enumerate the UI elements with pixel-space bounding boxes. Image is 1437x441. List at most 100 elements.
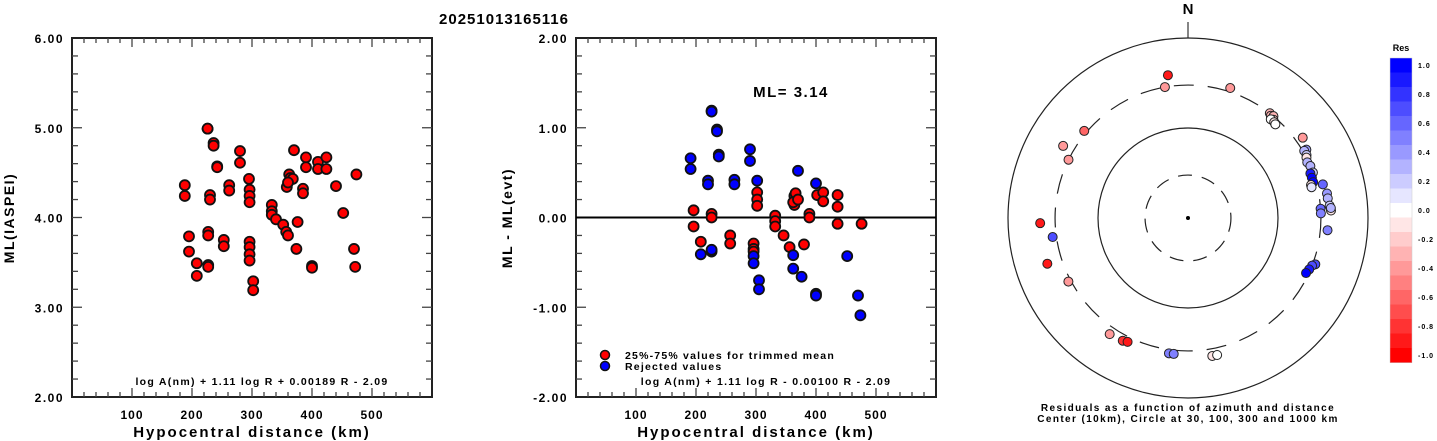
station-point: [1225, 83, 1236, 94]
station-point: [1104, 329, 1115, 340]
y-tick-label: -2.00: [533, 391, 568, 405]
station-point: [1079, 125, 1090, 136]
residual-distance-plot: 100 200 300 400 500 -2.00 -1.00 0.00 1.00 2.00 ML…: [499, 32, 937, 441]
y-tick-label: 0.00: [539, 212, 568, 226]
legend-marker-accepted: [599, 349, 611, 361]
data-point: [854, 309, 867, 322]
data-point: [795, 270, 808, 283]
plot1-points: [178, 122, 363, 297]
figure-title: 20251013165116: [439, 11, 569, 28]
data-point: [831, 200, 844, 213]
data-point: [282, 176, 294, 189]
station-point: [1063, 276, 1074, 287]
data-point: [330, 180, 342, 192]
data-point: [297, 187, 309, 200]
colorbar-tick-label: -0.2: [1418, 237, 1434, 244]
data-point: [728, 178, 741, 191]
colorbar-cell: [1390, 174, 1412, 189]
data-point: [777, 229, 790, 242]
data-point: [337, 207, 350, 219]
data-point: [751, 199, 764, 212]
x-tick-label: 500: [864, 408, 887, 422]
data-point: [751, 174, 764, 187]
data-point: [350, 168, 363, 181]
data-point: [769, 220, 782, 233]
colorbar-cell: [1390, 116, 1412, 131]
colorbar-cell: [1390, 58, 1412, 73]
data-point: [787, 262, 800, 275]
data-point: [234, 156, 246, 169]
y-tick-label: 5.00: [35, 122, 64, 136]
colorbar-cell: [1390, 246, 1412, 262]
data-point: [204, 193, 216, 206]
data-point: [183, 245, 195, 258]
data-point: [694, 235, 707, 248]
data-point: [178, 179, 191, 192]
data-point: [803, 211, 816, 224]
data-point: [190, 269, 203, 282]
data-point: [300, 151, 312, 164]
colorbar-cell: [1390, 304, 1412, 320]
data-point: [320, 163, 333, 175]
data-point: [183, 230, 195, 243]
y-tick-label: 2.00: [539, 32, 568, 46]
plot2-points: [684, 104, 868, 322]
y-tick-label: 4.00: [35, 212, 64, 226]
data-point: [841, 250, 854, 262]
x-tick-label: 100: [120, 408, 143, 422]
plot2-ylabel: ML - ML(evt): [499, 168, 515, 268]
data-point: [288, 144, 300, 157]
data-point: [282, 229, 294, 242]
data-point: [320, 151, 333, 164]
data-point: [798, 238, 810, 251]
data-point: [202, 260, 215, 273]
plot1-frame: [71, 37, 433, 398]
polar-points: [1035, 70, 1336, 361]
data-point: [290, 243, 303, 255]
polar-caption-line1: Residuals as a function of azimuth and d…: [1041, 403, 1335, 414]
colorbar-title: Res: [1393, 43, 1410, 53]
data-point: [792, 164, 804, 177]
data-point: [744, 155, 756, 167]
data-point: [817, 195, 830, 208]
data-point: [705, 211, 718, 224]
data-point: [243, 254, 256, 267]
colorbar-tick-label: -0.6: [1418, 295, 1434, 302]
data-point: [190, 257, 203, 270]
data-point: [687, 204, 700, 217]
colorbar-cell: [1390, 159, 1412, 175]
station-point: [1159, 82, 1170, 93]
station-point: [1297, 132, 1308, 143]
colorbar-cell: [1390, 232, 1412, 247]
data-point: [223, 184, 236, 197]
plot1-ticks: 100 200 300 400 500 2.00 3.00 4.00 5.00 6.00: [35, 32, 432, 422]
x-tick-label: 200: [180, 408, 203, 422]
colorbar-cell: [1390, 130, 1412, 146]
data-point: [178, 190, 191, 202]
station-point: [1162, 70, 1173, 81]
azimuth-residual-plot: N Residuals as a function of azimuth and…: [1007, 1, 1369, 425]
colorbar-tick-label: 0.8: [1418, 92, 1431, 99]
colorbar-cell: [1390, 145, 1412, 160]
station-point: [1317, 179, 1328, 190]
data-point: [349, 260, 362, 273]
colorbar-border: [1389, 57, 1413, 363]
data-point: [207, 139, 220, 152]
plot1-ylabel: ML(IASPEI): [1, 173, 17, 263]
colorbar-tick-label: 0.0: [1418, 208, 1431, 215]
y-tick-label: 2.00: [35, 391, 64, 405]
station-point: [1212, 350, 1223, 361]
data-point: [705, 243, 718, 256]
data-point: [291, 216, 304, 228]
colorbar-tick-label: 0.4: [1418, 150, 1431, 157]
data-point: [753, 283, 765, 296]
data-point: [792, 193, 804, 206]
colorbar-tick-label: -1.0: [1418, 353, 1434, 360]
data-point: [831, 217, 844, 230]
ml-distance-plot: 100 200 300 400 500 2.00 3.00 4.00 5.00 6.00 log …: [1, 32, 433, 441]
ring-100km: [1097, 127, 1279, 309]
colorbar-tick-label: -0.4: [1418, 266, 1434, 273]
plot2-ticks: 100 200 300 400 500 -2.00 -1.00 0.00 1.00 2.00: [533, 32, 936, 422]
ml-annotation: ML= 3.14: [753, 84, 829, 101]
